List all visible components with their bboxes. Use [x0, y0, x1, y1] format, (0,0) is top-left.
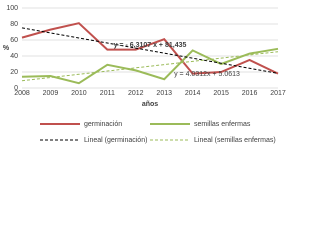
x-axis-label: años	[142, 101, 158, 108]
trend-line	[21, 27, 279, 74]
legend-label: semillas enfermas	[194, 121, 251, 128]
legend-label: germinación	[84, 121, 122, 128]
x-tick-label: 2015	[213, 90, 229, 97]
x-tick-label: 2008	[14, 90, 30, 97]
x-tick-label: 2009	[43, 90, 59, 97]
x-tick-label: 2013	[156, 90, 172, 97]
y-tick-label: 20	[10, 69, 18, 76]
y-tick-label: 60	[10, 37, 18, 44]
x-tick-label: 2014	[185, 90, 201, 97]
x-tick-label: 2011	[100, 90, 115, 97]
y-axis-label: %	[3, 45, 10, 52]
x-tick-label: 2012	[128, 90, 144, 97]
legend-label: Lineal (germinación)	[84, 137, 147, 144]
trend-equation: y = - 6,3107 x + 81,435	[114, 42, 187, 49]
trend-equation: y = 4.0312x + 5.0613	[174, 71, 240, 78]
y-tick-label: 80	[10, 21, 18, 28]
y-tick-label: 100	[6, 5, 18, 12]
data-line	[21, 47, 279, 85]
x-tick-label: 2010	[71, 90, 87, 97]
y-tick-label: 0	[14, 85, 18, 92]
plot: 0 20 40 60 80 100 2008 2009 2010 2011 2012 2013 2014…	[6, 5, 286, 144]
x-tick-label: 2016	[242, 90, 258, 97]
legend-label: Lineal (semillas enfermas)	[194, 137, 276, 144]
trend-line	[21, 51, 279, 82]
x-tick-label: 2017	[270, 90, 286, 97]
y-tick-label: 40	[10, 53, 18, 60]
chart: 0 20 40 60 80 100 2008 2009 2010 2011 2012 2013 2014…	[3, 5, 286, 144]
